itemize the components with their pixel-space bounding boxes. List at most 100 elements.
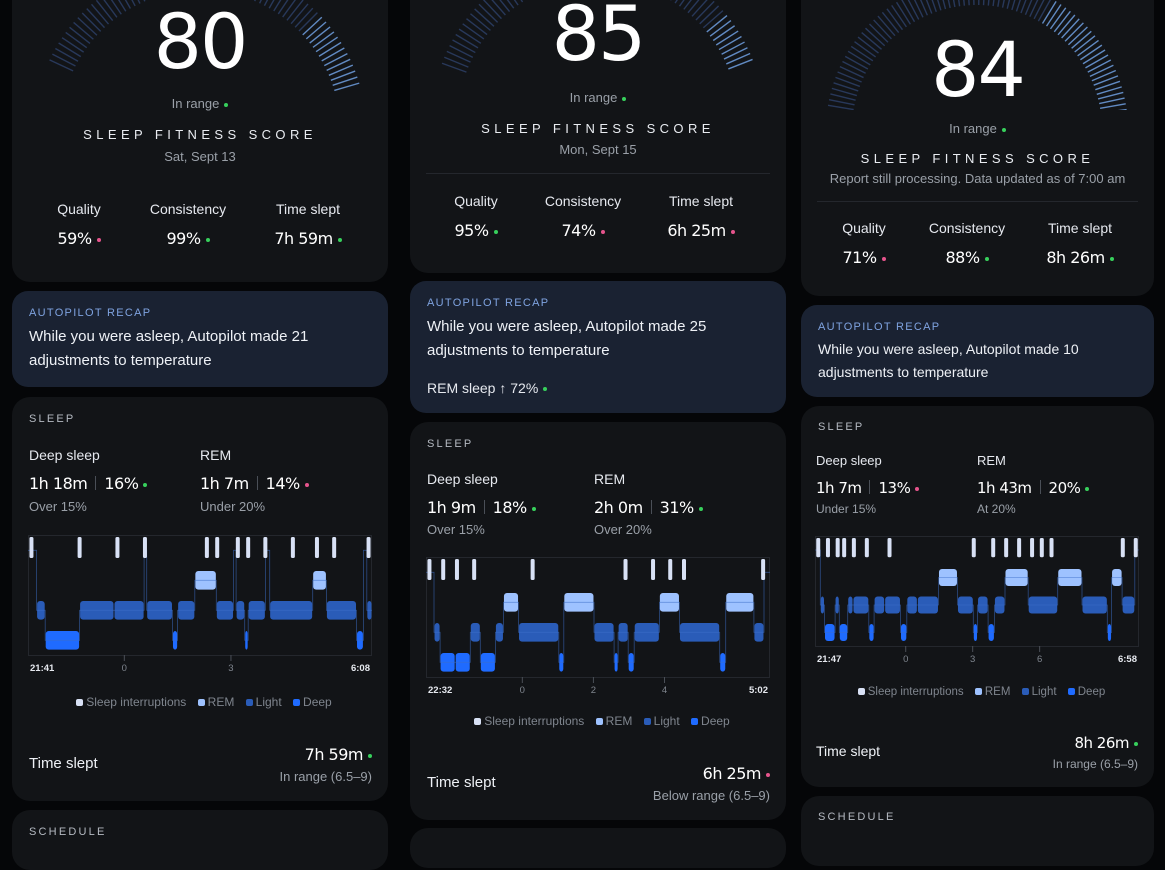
chart-legend: Sleep interruptions REM Light Deep <box>801 686 1154 698</box>
axis-tick-label: 2 <box>591 685 596 696</box>
axis-tick-label: 0 <box>903 654 908 665</box>
axis-tick-label: 0 <box>520 685 525 696</box>
rem-sub: Under 20% <box>200 499 265 514</box>
deep-sleep-sub: Under 15% <box>816 502 876 516</box>
hypnogram-segment-interruption <box>668 559 672 580</box>
time-slept-range: In range (6.5–9) <box>1053 757 1138 771</box>
hypnogram-segment-interruption <box>624 559 628 580</box>
autopilot-recap-card[interactable]: AUTOPILOT RECAP While you were asleep, A… <box>12 291 388 387</box>
axis-tick-label: 6 <box>1037 654 1042 665</box>
hypnogram-segment-interruption <box>761 559 765 580</box>
hypnogram-line <box>815 550 1139 633</box>
gauge-tick <box>988 0 990 6</box>
axis-tick-label: 3 <box>228 663 233 674</box>
score-card[interactable]: 84 In range SLEEP FITNESS SCORE Report s… <box>801 0 1154 296</box>
score-card[interactable]: 85 In range SLEEP FITNESS SCORE Mon, Sep… <box>410 0 786 273</box>
axis-start-label: 21:47 <box>817 654 841 665</box>
hypnogram-chart[interactable]: 22:32 5:02 0 2 4 <box>426 557 770 703</box>
recap-text: While you were asleep, Autopilot made 10… <box>818 338 1114 384</box>
legend-deep: Deep <box>303 695 332 709</box>
hypnogram-segment-interruption <box>1134 538 1138 557</box>
hypnogram-segment-interruption <box>29 537 33 558</box>
hypnogram-line <box>28 550 372 640</box>
hypnogram-segment-interruption <box>472 559 476 580</box>
gauge-tick <box>887 9 903 30</box>
time-slept-range: Below range (6.5–9) <box>653 788 770 803</box>
score-title: SLEEP FITNESS SCORE <box>801 151 1154 166</box>
axis-end-label: 6:08 <box>351 663 370 674</box>
axis-end-label: 6:58 <box>1118 654 1137 665</box>
hypnogram-segment-interruption <box>816 538 820 557</box>
axis-tick-label: 0 <box>122 663 127 674</box>
recap-title: AUTOPILOT RECAP <box>818 321 940 333</box>
hypnogram-segment-interruption <box>1050 538 1054 557</box>
gauge-tick <box>968 0 970 5</box>
hypnogram-segment-interruption <box>972 538 976 557</box>
gauge-tick <box>1042 1 1056 23</box>
divider <box>426 173 770 174</box>
recap-title: AUTOPILOT RECAP <box>29 307 151 319</box>
hypnogram-segment-interruption <box>991 538 995 557</box>
hypnogram-segment-interruption <box>651 559 655 580</box>
deep-sleep-label: Deep sleep <box>816 453 882 468</box>
hypnogram-segment-interruption <box>441 559 445 580</box>
axis-tick-label: 3 <box>970 654 975 665</box>
next-card[interactable] <box>410 828 786 868</box>
gauge-tick <box>1038 0 1051 21</box>
hypnogram-segment-interruption <box>682 559 686 580</box>
autopilot-recap-card[interactable]: AUTOPILOT RECAP While you were asleep, A… <box>410 281 786 413</box>
hypnogram-segment-interruption <box>1121 538 1125 557</box>
hypnogram-segment-interruption <box>865 538 869 557</box>
hypnogram-segment-interruption <box>78 537 82 558</box>
hypnogram-segment-interruption <box>315 537 319 558</box>
score-card[interactable]: 80 In range SLEEP FITNESS SCORE Sat, Sep… <box>12 0 388 282</box>
schedule-card[interactable]: SCHEDULE <box>12 810 388 870</box>
range-status: In range <box>12 96 388 111</box>
gauge-tick <box>897 2 911 24</box>
schedule-card[interactable]: SCHEDULE <box>801 796 1154 866</box>
gauge-tick <box>998 0 1002 7</box>
score-title: SLEEP FITNESS SCORE <box>410 121 786 136</box>
hypnogram-segment-interruption <box>427 559 431 580</box>
hypnogram-segment-interruption <box>1004 538 1008 557</box>
rem-label: REM <box>200 447 231 463</box>
time-slept-value: 6h 25m <box>703 764 770 783</box>
rem-sleep-change: REM sleep ↑ 72% <box>427 380 547 396</box>
rem-label: REM <box>594 471 625 487</box>
divider <box>817 201 1138 202</box>
hypnogram-segment-interruption <box>143 537 147 558</box>
hypnogram-segment-interruption <box>332 537 336 558</box>
chart-legend: Sleep interruptions REM Light Deep <box>12 695 388 709</box>
hypnogram-segment-interruption <box>205 537 209 558</box>
sleep-section-title: SLEEP <box>29 413 75 425</box>
autopilot-recap-card[interactable]: AUTOPILOT RECAP While you were asleep, A… <box>801 305 1154 397</box>
axis-tick-label: 4 <box>662 685 667 696</box>
axis-start-label: 22:32 <box>428 685 452 696</box>
recap-text: While you were asleep, Autopilot made 25… <box>427 315 746 363</box>
score-title: SLEEP FITNESS SCORE <box>12 127 388 142</box>
legend-rem: REM <box>208 695 235 709</box>
hypnogram-segment-interruption <box>455 559 459 580</box>
gauge-tick <box>950 0 955 7</box>
hypnogram-segment-interruption <box>531 559 535 580</box>
gauge-tick <box>892 5 907 26</box>
hypnogram-chart[interactable]: 21:47 6:58 0 3 6 <box>815 536 1139 672</box>
schedule-title: SCHEDULE <box>29 826 107 838</box>
axis-end-label: 5:02 <box>749 685 768 696</box>
gauge-tick <box>255 0 265 1</box>
legend-interruptions: Sleep interruptions <box>86 695 186 709</box>
report-column-3: 84 In range SLEEP FITNESS SCORE Report s… <box>801 0 1154 845</box>
time-slept-label: Time slept <box>816 743 880 759</box>
sleep-score: 85 <box>410 0 786 74</box>
